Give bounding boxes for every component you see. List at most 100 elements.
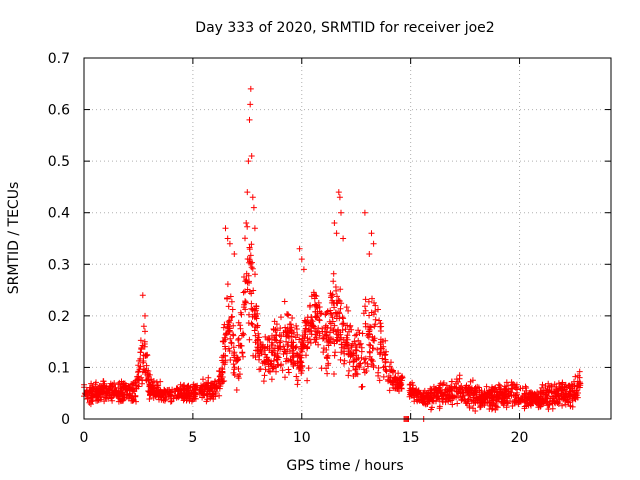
data-point	[335, 297, 342, 304]
data-point	[137, 363, 144, 370]
data-point	[343, 339, 350, 346]
data-point	[216, 392, 223, 399]
data-point	[244, 223, 251, 230]
data-point	[242, 235, 248, 242]
data-point	[438, 390, 445, 396]
data-point	[492, 406, 499, 413]
data-point	[284, 311, 290, 317]
data-point	[322, 324, 329, 331]
data-point	[146, 396, 153, 402]
data-point	[489, 387, 496, 394]
data-point	[219, 378, 226, 385]
data-point	[486, 398, 493, 405]
data-point	[567, 402, 574, 409]
data-point	[247, 101, 254, 108]
data-point	[369, 358, 376, 365]
data-point	[309, 318, 316, 325]
data-point	[482, 395, 489, 402]
data-point	[281, 298, 288, 305]
data-point	[86, 390, 92, 397]
y-tick-label: 0	[61, 412, 70, 428]
data-point	[184, 396, 191, 403]
data-point	[352, 342, 359, 349]
data-point	[313, 336, 320, 343]
data-point	[176, 393, 183, 400]
data-point	[150, 378, 157, 384]
data-point	[235, 335, 242, 342]
data-point	[301, 342, 308, 349]
data-series	[81, 85, 584, 422]
chart-title: Day 333 of 2020, SRMTID for receiver joe…	[195, 20, 494, 36]
data-point	[537, 388, 544, 395]
data-point	[157, 388, 164, 395]
data-point	[191, 393, 198, 400]
data-point	[366, 353, 373, 360]
data-point	[138, 346, 145, 353]
data-point	[235, 373, 242, 380]
data-point	[216, 380, 222, 387]
data-point	[377, 336, 384, 343]
data-point	[199, 387, 205, 394]
data-point	[301, 334, 308, 341]
data-point	[233, 387, 240, 393]
data-point	[293, 322, 300, 329]
data-point	[205, 385, 212, 392]
data-point	[560, 391, 567, 398]
y-axis-label: SRMTID / TECUs	[6, 182, 22, 295]
data-point	[296, 245, 303, 252]
data-point	[223, 330, 230, 337]
data-point	[341, 360, 347, 367]
data-point	[312, 313, 319, 320]
data-point	[132, 393, 139, 400]
data-point	[388, 379, 395, 386]
data-point	[327, 329, 333, 336]
data-point	[329, 318, 336, 325]
data-point	[361, 209, 368, 216]
data-point	[147, 391, 153, 398]
data-point	[300, 266, 307, 273]
data-point	[222, 359, 229, 366]
data-point	[493, 388, 500, 395]
data-point	[487, 403, 494, 409]
data-point	[391, 375, 398, 382]
data-point	[100, 378, 107, 385]
data-point	[461, 392, 468, 399]
data-point	[528, 389, 535, 396]
data-point	[219, 354, 225, 361]
data-point	[248, 153, 255, 159]
data-point	[333, 230, 340, 237]
data-point	[488, 392, 495, 399]
data-point	[294, 350, 300, 357]
data-point	[294, 381, 301, 388]
data-point	[130, 387, 137, 393]
data-point	[297, 365, 304, 372]
data-point	[246, 311, 252, 318]
data-point	[526, 399, 533, 406]
y-tick-label: 0.2	[48, 309, 70, 325]
data-point	[231, 354, 238, 361]
data-point	[228, 314, 235, 321]
data-point	[239, 349, 246, 356]
data-point	[298, 256, 305, 263]
data-point	[388, 359, 394, 366]
data-point	[348, 344, 355, 351]
data-point	[227, 293, 234, 300]
data-point	[230, 344, 237, 351]
data-point	[471, 386, 478, 392]
data-point	[466, 396, 472, 403]
data-point	[225, 345, 232, 352]
data-point	[185, 389, 192, 395]
data-point	[496, 396, 503, 403]
data-point	[226, 327, 233, 334]
x-tick-label: 0	[80, 430, 89, 446]
data-point	[234, 357, 241, 364]
data-point	[472, 384, 479, 391]
data-point	[362, 307, 369, 314]
data-point	[304, 377, 311, 384]
data-point	[362, 320, 369, 327]
data-point	[288, 324, 295, 331]
data-point	[449, 401, 456, 408]
data-point	[278, 361, 285, 368]
data-point	[246, 256, 253, 263]
x-tick-label: 20	[511, 430, 529, 446]
